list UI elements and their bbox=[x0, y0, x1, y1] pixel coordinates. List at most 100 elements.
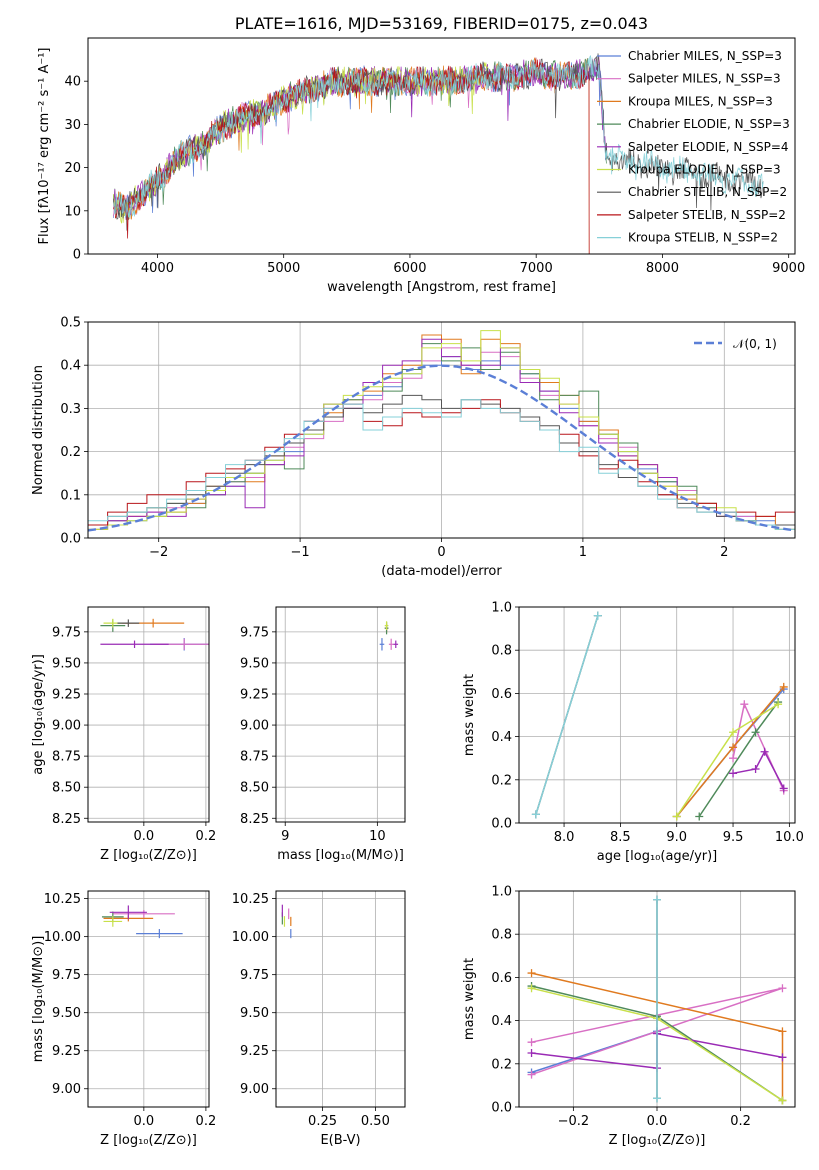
x-tick-label: 7000 bbox=[520, 261, 553, 276]
data-point-marker bbox=[527, 1049, 536, 1057]
legend-entry: Salpeter ELODIE, N_SSP=4 bbox=[628, 140, 789, 154]
x-tick-label: 0 bbox=[437, 545, 445, 560]
y-tick-label: 0.4 bbox=[491, 730, 512, 745]
y-tick-label: 8.50 bbox=[240, 781, 269, 796]
legend-entry: 𝒩(0, 1) bbox=[733, 337, 777, 351]
legend-entry: Chabrier STELIB, N_SSP=2 bbox=[628, 185, 787, 199]
y-tick-label: 0.2 bbox=[60, 445, 81, 460]
x-axis-label: wavelength [Angstrom, rest frame] bbox=[327, 280, 556, 295]
data-point-marker bbox=[729, 754, 738, 763]
data-point-marker bbox=[740, 700, 749, 709]
x-tick-label: 9000 bbox=[772, 261, 805, 276]
y-tick-label: 10.00 bbox=[44, 930, 81, 945]
age-vs-mass-panel: 9 10 8.25 8.50 8.75 9.00 9.25 9.50 9.75 mass [log… bbox=[240, 606, 406, 863]
x-axis-label: age [log₁₀(age/yr)] bbox=[597, 849, 718, 864]
data-point-marker bbox=[729, 769, 738, 778]
data-point-marker bbox=[778, 1027, 787, 1036]
data-point-marker bbox=[527, 984, 536, 993]
x-tick-label: 0.50 bbox=[361, 1114, 390, 1129]
spectrum-line-salpeter-stelib bbox=[112, 57, 590, 254]
axes-frame bbox=[518, 606, 796, 824]
series-line-chabrier-elodie bbox=[698, 701, 779, 817]
y-tick-label: 8.25 bbox=[240, 812, 269, 827]
y-tick-label: 9.75 bbox=[240, 625, 269, 640]
y-tick-label: 0.4 bbox=[60, 359, 81, 374]
histogram-kroupa-stelib bbox=[88, 399, 795, 530]
axes-frame bbox=[87, 606, 210, 823]
data-point-marker bbox=[760, 747, 769, 756]
y-tick-label: 8.50 bbox=[52, 781, 81, 796]
x-tick-label: 10.0 bbox=[775, 830, 804, 845]
data-point-marker bbox=[527, 969, 536, 978]
data-point-marker bbox=[653, 1094, 661, 1103]
data-point-marker bbox=[779, 784, 788, 793]
data-point-marker bbox=[531, 810, 540, 819]
plot-area bbox=[281, 904, 292, 939]
y-tick-label: 9.00 bbox=[240, 1082, 269, 1097]
y-tick-label: 9.50 bbox=[240, 1006, 269, 1021]
series-line-kroupa-elodie bbox=[676, 703, 779, 817]
legend-entry: Salpeter STELIB, N_SSP=2 bbox=[628, 208, 786, 222]
series-line-salpeter-elodie bbox=[732, 750, 785, 789]
data-point-marker bbox=[751, 728, 760, 737]
data-point-marker bbox=[779, 682, 788, 691]
x-tick-label: 9 bbox=[281, 829, 289, 844]
x-tick-label: −1 bbox=[291, 545, 310, 560]
y-tick-label: 9.50 bbox=[52, 1006, 81, 1021]
axes-frame bbox=[275, 606, 406, 823]
x-tick-label: 8.5 bbox=[610, 830, 631, 845]
y-tick-label: 0.6 bbox=[491, 687, 512, 702]
x-tick-label: 8000 bbox=[646, 261, 679, 276]
x-axis-label: E(B-V) bbox=[320, 1133, 360, 1148]
x-axis-label: Z [log₁₀(Z/Z⊙)] bbox=[100, 1133, 197, 1148]
data-point-marker bbox=[778, 1096, 787, 1105]
y-tick-label: 9.25 bbox=[52, 1044, 81, 1059]
y-tick-label: 0.0 bbox=[491, 1101, 512, 1116]
mass-weight-vs-metallicity-panel: −0.2 0.0 0.2 0.0 0.2 0.4 0.6 0.8 1.0 Z [log₁₀(Z/Z… bbox=[462, 885, 796, 1148]
y-tick-label: 8.75 bbox=[52, 750, 81, 765]
axes-frame bbox=[518, 890, 796, 1108]
chart-title: PLATE=1616, MJD=53169, FIBERID=0175, z=0… bbox=[235, 14, 648, 33]
y-tick-label: 10 bbox=[64, 204, 81, 219]
mass-vs-metallicity-panel: 0.0 0.2 9.00 9.25 9.50 9.75 10.00 10.25 Z [log₁₀… bbox=[31, 890, 217, 1148]
y-tick-label: 40 bbox=[64, 75, 81, 90]
y-tick-label: 9.00 bbox=[240, 719, 269, 734]
x-tick-label: 0.2 bbox=[196, 1114, 217, 1129]
plot-area bbox=[88, 330, 795, 532]
x-tick-label: −0.2 bbox=[558, 1114, 590, 1129]
y-tick-label: 0.4 bbox=[491, 1014, 512, 1029]
y-tick-label: 0.5 bbox=[60, 316, 81, 331]
y-tick-label: 0.8 bbox=[491, 928, 512, 943]
y-tick-label: 10.00 bbox=[232, 930, 269, 945]
axes-frame bbox=[275, 890, 406, 1108]
plot-area bbox=[112, 53, 764, 254]
y-tick-label: 0.1 bbox=[60, 488, 81, 503]
x-axis-label: Z [log₁₀(Z/Z⊙)] bbox=[100, 848, 197, 863]
mass-weight-vs-age-panel: 8.0 8.5 9.0 9.5 10.0 0.0 0.2 0.4 0.6 0.8 1.0 age [l… bbox=[462, 601, 804, 865]
plot-area bbox=[531, 611, 788, 821]
data-point-marker bbox=[672, 812, 681, 821]
x-tick-label: 10 bbox=[369, 829, 386, 844]
y-axis-label: age [log₁₀(age/yr)] bbox=[31, 654, 46, 775]
x-tick-label: 9.0 bbox=[666, 830, 687, 845]
y-tick-label: 0.6 bbox=[491, 971, 512, 986]
y-tick-label: 9.25 bbox=[240, 1044, 269, 1059]
x-tick-label: 5000 bbox=[267, 261, 300, 276]
x-axis-label: Z [log₁₀(Z/Z⊙)] bbox=[609, 1133, 706, 1148]
y-axis-label: mass weight bbox=[462, 674, 477, 756]
x-tick-label: 0.0 bbox=[647, 1114, 668, 1129]
x-tick-label: −2 bbox=[149, 545, 168, 560]
data-point-marker bbox=[729, 743, 738, 752]
spectrum-line-chabrier-stelib bbox=[112, 53, 764, 231]
y-tick-label: 9.50 bbox=[52, 656, 81, 671]
y-tick-label: 8.75 bbox=[240, 750, 269, 765]
x-tick-label: 0.0 bbox=[134, 829, 155, 844]
y-tick-label: 9.75 bbox=[52, 625, 81, 640]
axes-frame bbox=[87, 37, 796, 255]
legend-entry: Chabrier MILES, N_SSP=3 bbox=[628, 49, 782, 63]
y-tick-label: 0.0 bbox=[60, 532, 81, 547]
legend-entry: Salpeter MILES, N_SSP=3 bbox=[628, 72, 781, 86]
series-line-kroupa-stelib bbox=[535, 615, 599, 815]
plot-area bbox=[100, 618, 209, 651]
y-tick-label: 0.2 bbox=[491, 773, 512, 788]
